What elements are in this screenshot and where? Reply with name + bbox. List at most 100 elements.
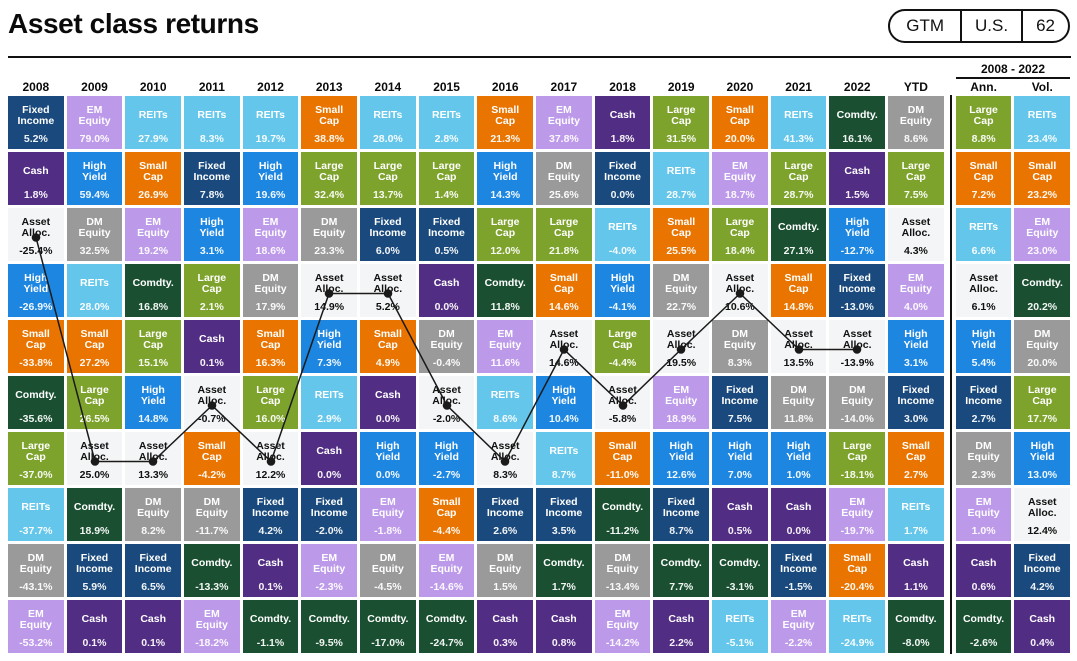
return-cell: Comdty. 27.1% [770, 208, 827, 261]
asset-label: Cash [1029, 613, 1056, 626]
return-value: 0.0% [610, 189, 635, 201]
return-cell: High Yield -26.9% [8, 264, 64, 317]
column-header-5: 2013 [315, 80, 343, 94]
asset-label: Asset Alloc. [256, 439, 285, 463]
return-cell: Asset Alloc. 13.5% [770, 320, 827, 373]
asset-label: Large Cap [666, 103, 696, 127]
return-value: 2.2% [669, 637, 694, 649]
return-cell: Small Cap -20.4% [829, 544, 886, 597]
return-cell: DM Equity 32.5% [66, 208, 123, 261]
asset-label: Small Cap [315, 103, 344, 127]
return-value: -14.2% [605, 637, 640, 649]
return-value: 19.7% [255, 133, 286, 145]
return-value: -4.5% [374, 581, 402, 593]
return-cell: Cash 0.1% [66, 600, 123, 653]
return-value: 2.6% [493, 525, 518, 537]
return-value: 14.3% [490, 189, 521, 201]
asset-label: Fixed Income [486, 495, 524, 519]
asset-label: Fixed Income [545, 495, 583, 519]
return-value: 4.3% [903, 245, 928, 257]
return-value: -18.2% [195, 637, 229, 649]
return-value: 0.1% [141, 637, 166, 649]
asset-label: Asset Alloc. [1027, 495, 1057, 519]
asset-label: Cash [903, 557, 929, 570]
return-value: 20.0% [725, 133, 755, 145]
asset-label: High Yield [551, 383, 577, 407]
return-cell: Cash 0.3% [477, 600, 534, 653]
return-value: 8.7% [669, 525, 694, 537]
return-value: 1.7% [903, 525, 928, 537]
asset-label: Large Cap [256, 383, 285, 407]
asset-label: REITs [842, 613, 872, 626]
asset-label: Asset Alloc. [608, 383, 637, 407]
return-cell: DM Equity 8.3% [712, 320, 768, 373]
return-value: 0.0% [317, 469, 342, 481]
asset-label: High Yield [434, 439, 459, 463]
asset-label: High Yield [375, 439, 401, 463]
return-cell: REITs 19.7% [242, 96, 299, 149]
asset-label: Cash [970, 557, 997, 570]
return-cell: Fixed Income 7.8% [184, 152, 240, 205]
return-cell: Cash 0.1% [242, 544, 299, 597]
return-value: 8.3% [199, 133, 224, 145]
return-value: 12.2% [255, 469, 286, 481]
return-value: 2.7% [903, 469, 928, 481]
return-value: -1.8% [374, 525, 402, 537]
asset-label: Fixed Income [1023, 551, 1061, 575]
asset-label: Large Cap [842, 439, 872, 463]
return-cell: Asset Alloc. 8.3% [477, 432, 534, 485]
return-cell: Small Cap 4.9% [360, 320, 416, 373]
return-value: 2.3% [971, 469, 996, 481]
asset-label: Comdty. [249, 613, 292, 626]
return-value: -2.0% [315, 525, 343, 537]
return-value: -13.0% [840, 301, 874, 313]
asset-label: DM Equity [371, 551, 404, 575]
asset-label: Large Cap [549, 215, 579, 239]
return-cell: Small Cap 7.2% [955, 152, 1012, 205]
column-header-4: 2012 [257, 80, 284, 94]
return-value: 10.6% [725, 301, 755, 313]
return-cell: Comdty. -11.2% [594, 488, 651, 541]
column-header-1: 2009 [81, 80, 108, 94]
return-value: 3.5% [551, 525, 576, 537]
return-cell: REITs 8.6% [477, 376, 534, 429]
period-header: 2008 - 2022 [956, 62, 1070, 79]
asset-label: DM Equity [1026, 327, 1059, 351]
return-cell: REITs 27.9% [125, 96, 182, 149]
return-value: 0.0% [434, 301, 459, 313]
return-cell: EM Equity 37.8% [536, 96, 592, 149]
return-value: -17.0% [371, 637, 405, 649]
return-cell: Small Cap 26.9% [125, 152, 182, 205]
asset-label: Comdty. [836, 109, 878, 122]
asset-label: DM Equity [547, 159, 580, 183]
column-header-12: 2020 [726, 80, 754, 94]
return-value: -12.7% [840, 245, 874, 257]
return-cell: High Yield 14.8% [125, 376, 182, 429]
return-value: 0.5% [434, 245, 459, 257]
return-cell: DM Equity 25.6% [536, 152, 592, 205]
return-cell: Comdty. -2.6% [955, 600, 1012, 653]
return-cell: Fixed Income 7.5% [712, 376, 768, 429]
return-cell: Fixed Income 4.2% [242, 488, 299, 541]
asset-label: Large Cap [373, 159, 403, 183]
return-cell: Asset Alloc. -5.8% [594, 376, 651, 429]
return-value: -37.0% [19, 469, 53, 481]
asset-label: EM Equity [430, 551, 463, 575]
return-cell: EM Equity -2.3% [301, 544, 358, 597]
page-title: Asset class returns [8, 8, 259, 39]
return-value: 23.3% [314, 245, 345, 257]
asset-label: Comdty. [1021, 277, 1063, 290]
asset-label: Small Cap [80, 327, 109, 351]
return-value: 37.8% [548, 133, 579, 145]
return-value: 1.4% [434, 189, 459, 201]
return-cell: Cash 1.8% [8, 152, 64, 205]
asset-label: Comdty. [660, 557, 702, 570]
return-value: 20.0% [1027, 357, 1058, 369]
return-cell: Large Cap -18.1% [829, 432, 886, 485]
return-value: 8.2% [141, 525, 166, 537]
return-cell: REITs 8.7% [536, 432, 592, 485]
return-cell: REITs 28.0% [360, 96, 416, 149]
asset-label: REITs [725, 613, 755, 626]
return-value: 12.0% [490, 245, 521, 257]
return-cell: Small Cap 21.3% [477, 96, 534, 149]
